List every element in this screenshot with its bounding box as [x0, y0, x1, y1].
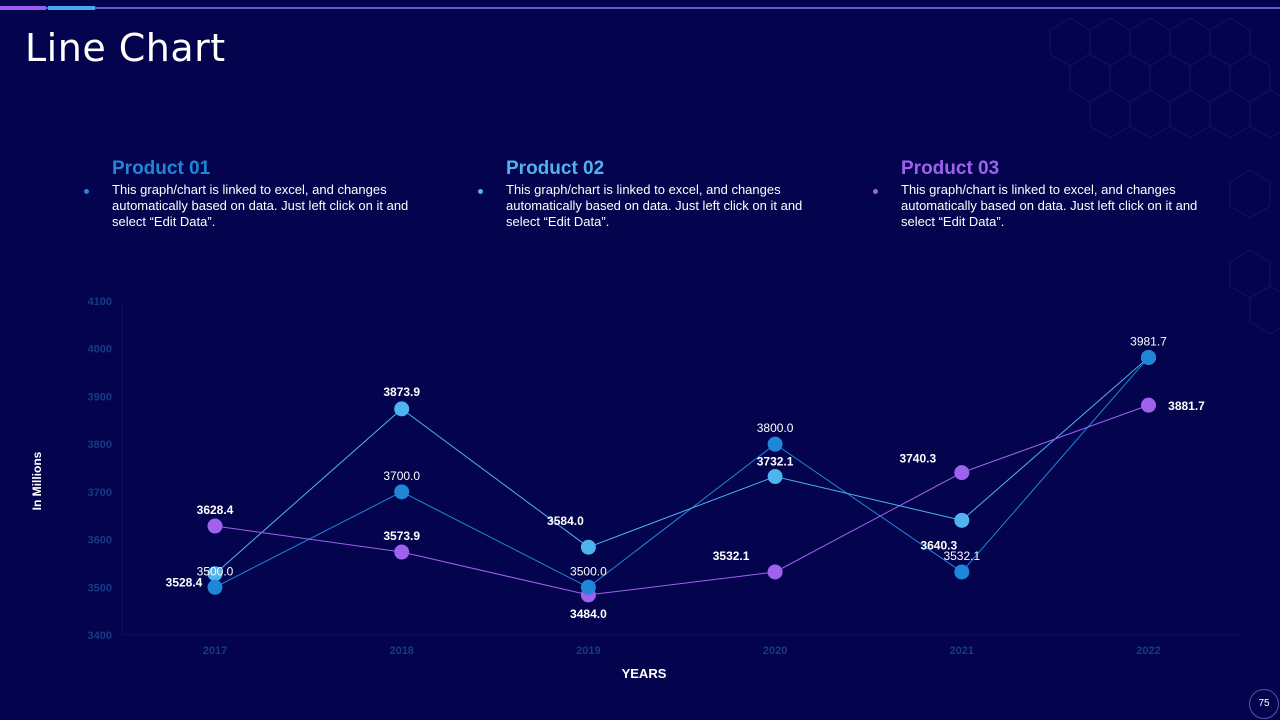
data-label-series-2: 3528.4 — [166, 576, 203, 590]
series-points — [207, 349, 1156, 603]
data-point-series-1 — [767, 436, 783, 452]
y-tick-label: 3600 — [88, 535, 112, 547]
data-label-series-3: 3628.4 — [197, 503, 234, 517]
data-label-series-2: 3732.1 — [757, 455, 794, 469]
data-point-series-3 — [207, 518, 223, 534]
data-point-series-1 — [1141, 349, 1156, 365]
legend-title: Product 02 — [506, 158, 605, 179]
legend-description: This graph/chart is linked to excel, and… — [506, 182, 803, 229]
series-line-1 — [214, 357, 1149, 588]
data-label-series-3: 3881.7 — [1168, 399, 1205, 413]
x-axis-title: YEARS — [622, 666, 667, 681]
data-point-series-3 — [954, 465, 970, 481]
data-point-series-1 — [207, 579, 223, 595]
legend-dot-icon — [84, 189, 89, 194]
data-labels: 3500.0 3700.0 3500.0 3800.0 3532.1 3981.7 3528… — [166, 334, 1206, 620]
data-label-series-1: 3500.0 — [570, 564, 607, 578]
y-tick-label: 3700 — [88, 487, 112, 499]
legend-title: Product 03 — [901, 158, 1000, 179]
data-label-series-2: 3584.0 — [547, 514, 584, 528]
data-point-series-3 — [1141, 397, 1156, 413]
legend-item-product-01: Product 01 This graph/chart is linked to… — [84, 158, 412, 230]
x-tick-label: 2017 — [203, 645, 227, 657]
page-title: Line Chart — [25, 26, 226, 70]
y-axis: 3400 3500 3600 3700 3800 3900 4000 4100 — [88, 296, 123, 642]
legend-dot-icon — [873, 189, 878, 194]
data-label-series-1: 3700.0 — [383, 469, 420, 483]
data-label-series-3: 3484.0 — [570, 607, 607, 621]
y-tick-label: 3400 — [88, 630, 112, 642]
data-point-series-2 — [767, 469, 783, 485]
data-point-series-2 — [580, 539, 596, 555]
data-label-series-1: 3800.0 — [757, 421, 794, 435]
x-tick-label: 2019 — [576, 645, 600, 657]
series-line-3 — [214, 404, 1149, 596]
page-number: 75 — [1249, 689, 1279, 719]
y-axis-title: In Millions — [30, 451, 44, 510]
y-tick-label: 4100 — [88, 296, 112, 308]
series-line-2 — [214, 357, 1149, 575]
accent-segment-purple — [0, 6, 46, 10]
x-axis: 2017 2018 2019 2020 2021 2022 — [122, 634, 1242, 657]
data-point-series-3 — [394, 544, 410, 560]
hexagon-pattern-decoration — [1049, 17, 1280, 335]
legend-dot-icon — [478, 189, 483, 194]
y-tick-label: 3900 — [88, 391, 112, 403]
legend-title: Product 01 — [112, 158, 211, 179]
data-label-series-2: 3640.3 — [920, 538, 957, 552]
data-label-series-3: 3573.9 — [383, 529, 420, 543]
data-point-series-1 — [954, 564, 970, 580]
data-point-series-2 — [394, 401, 410, 417]
data-label-series-3: 3740.3 — [899, 452, 936, 466]
data-point-series-2 — [207, 566, 223, 582]
x-tick-label: 2020 — [763, 645, 787, 657]
legend-description: This graph/chart is linked to excel, and… — [901, 182, 1198, 229]
y-tick-label: 3500 — [88, 582, 112, 594]
data-label-series-2: 3873.9 — [383, 385, 420, 399]
x-tick-label: 2018 — [389, 645, 413, 657]
data-label-series-1: 3532.1 — [943, 549, 980, 563]
y-tick-label: 4000 — [88, 344, 112, 356]
data-label-series-3: 3532.1 — [713, 549, 750, 563]
data-label-series-1: 3500.0 — [197, 564, 234, 578]
x-tick-label: 2021 — [950, 645, 974, 657]
legend-item-product-02: Product 02 This graph/chart is linked to… — [478, 158, 806, 230]
data-point-series-1 — [580, 579, 596, 595]
data-point-series-1 — [394, 484, 410, 500]
legend-item-product-03: Product 03 This graph/chart is linked to… — [873, 158, 1201, 230]
data-point-series-3 — [767, 564, 783, 580]
accent-segment-blue — [48, 6, 95, 10]
y-tick-label: 3800 — [88, 439, 112, 451]
series-lines — [214, 357, 1149, 596]
data-point-series-2 — [954, 512, 970, 528]
x-tick-label: 2022 — [1136, 645, 1160, 657]
top-accent-bar — [0, 6, 1280, 10]
data-label-series-1: 3981.7 — [1130, 334, 1167, 348]
legend-description: This graph/chart is linked to excel, and… — [112, 182, 409, 229]
